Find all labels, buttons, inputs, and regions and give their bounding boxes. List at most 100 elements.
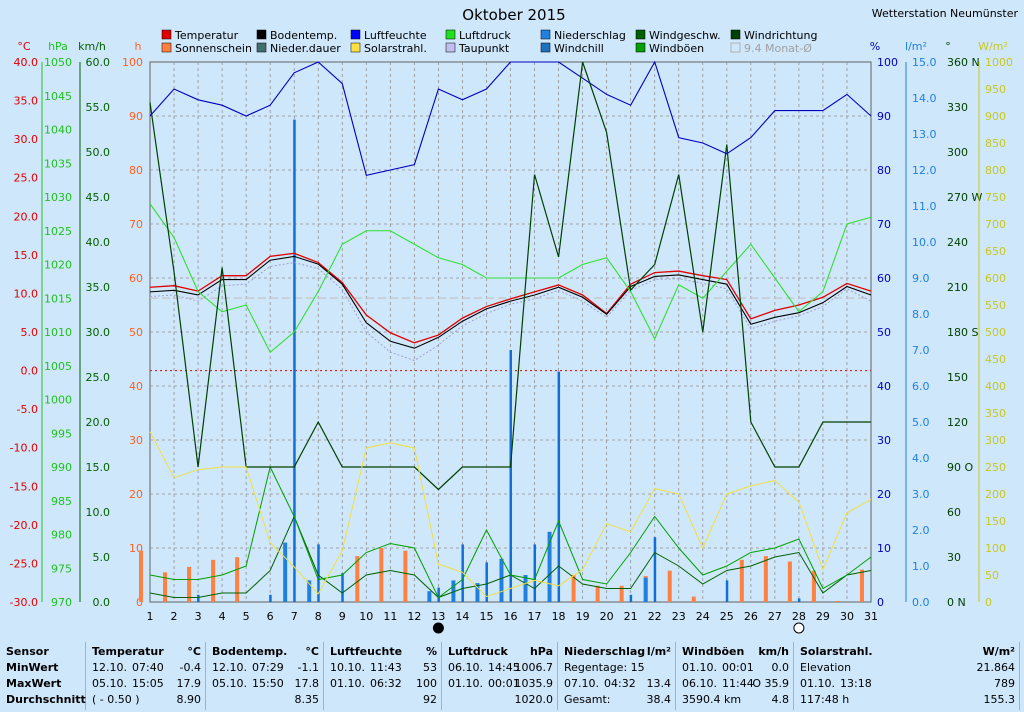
dir-tick-label: 180 S [947, 326, 978, 339]
solar-tick-label: 200 [985, 488, 1006, 501]
stats-cell-label: 06.10. [682, 677, 717, 690]
stats-cell-value: 155.3 [983, 693, 1016, 706]
wind-tick-label: 35.0 [86, 281, 111, 294]
legend-label: Temperatur [174, 29, 239, 42]
x-tick-label: 19 [576, 610, 590, 623]
legend-swatch [730, 42, 741, 53]
sunshine-bar [811, 570, 816, 602]
dir-tick-label: 90 O [947, 461, 973, 474]
stats-header: Niederschlag l/m² [564, 644, 671, 660]
dir-tick-label: 300 [947, 146, 968, 159]
solar-tick-label: 300 [985, 434, 1006, 447]
x-tick-label: 2 [171, 610, 178, 623]
temp-tick-label: 20.0 [14, 210, 39, 223]
x-tick-label: 26 [744, 610, 758, 623]
stats-cell-label: 117:48 h [800, 693, 850, 706]
x-tick-label: 6 [267, 610, 274, 623]
dir-tick-label: 150 [947, 371, 968, 384]
x-axis: 1 2 3 4 5 6 7 8 9 10 11 12 13 14 15 16 17 18 19 20 21 22 23 24 2… [147, 610, 878, 634]
stats-cell-label: 06.10. [448, 661, 483, 674]
sun-axis-unit: h [135, 40, 142, 53]
press-tick-label: 985 [51, 495, 72, 508]
x-tick-label: 1 [147, 610, 154, 623]
wind-tick-label: 30.0 [86, 326, 111, 339]
stats-cell-value: km/h [758, 645, 789, 658]
statistics-panel: Sensor MinWert MaxWert Durchschnitt Temperat… [0, 640, 1024, 712]
solar-axis-unit: W/m² [978, 40, 1008, 53]
stats-cell-value: 92 [423, 693, 437, 706]
stats-cell-label: Solarstrahl. [800, 645, 873, 658]
dir-tick-label: 60 [947, 506, 961, 519]
stats-block: Solarstrahl. W/m² Elevation 21.864 01.10. 13:… [796, 642, 1020, 710]
hum-tick-label: 30 [877, 434, 891, 447]
solar-tick-label: 50 [985, 569, 999, 582]
stats-cell-value: 13.4 [646, 677, 672, 690]
legend-swatch [161, 42, 172, 53]
legend-swatch [635, 29, 646, 40]
sun-tick-label: 50 [129, 326, 143, 339]
precipitation-bar [557, 371, 561, 602]
x-tick-label: 20 [600, 610, 614, 623]
rain-duration-bar [523, 575, 528, 602]
legend-label: Nieder.dauer [270, 42, 341, 55]
stats-cell-time: 07:40 [132, 661, 164, 674]
stats-cell-value: 4.8 [771, 693, 790, 706]
stats-cell-label: Bodentemp. [212, 645, 288, 658]
legend-label: Bodentemp. [270, 29, 337, 42]
stats-cell-time: 11:43 [370, 661, 402, 674]
press-tick-label: 1000 [44, 394, 72, 407]
stats-cell-label: 05.10. [212, 677, 247, 690]
stats-cell-label: Luftdruck [448, 645, 508, 658]
dir-tick-label: 210 [947, 281, 968, 294]
dir-tick-label: 330 [947, 101, 968, 114]
stats-row: 05.10. 15:50 17.8 [212, 676, 319, 692]
stats-row: Gesamt: 38.4 [564, 692, 671, 708]
sunshine-bar [739, 559, 744, 602]
bars [138, 119, 864, 602]
legend-label: Luftfeuchte [364, 29, 427, 42]
wind-tick-label: 15.0 [86, 461, 111, 474]
legend-label: Windrichtung [744, 29, 817, 42]
stats-row: Elevation 21.864 [800, 660, 1015, 676]
stats-cell-value: 17.8 [294, 677, 320, 690]
stats-block: Sensor MinWert MaxWert Durchschnitt [2, 642, 86, 710]
stats-cell-label: Niederschlag [564, 645, 646, 658]
wind-tick-label: 0.0 [93, 596, 111, 609]
x-tick-label: 13 [431, 610, 445, 623]
precipitation-bar [437, 587, 440, 602]
press-tick-label: 1005 [44, 360, 72, 373]
rain-duration-bar [307, 580, 312, 602]
stats-cell-value: 1006.7 [514, 661, 554, 674]
solar-tick-label: 550 [985, 299, 1006, 312]
x-tick-label: 8 [315, 610, 322, 623]
stats-cell-label: MaxWert [6, 677, 62, 690]
sunshine-bar [379, 548, 384, 602]
x-tick-label: 4 [219, 610, 226, 623]
wind-tick-label: 60.0 [86, 56, 111, 69]
legend-swatch [445, 42, 456, 53]
rain-tick-label: 13.0 [912, 128, 937, 141]
press-tick-label: 995 [51, 427, 72, 440]
x-tick-label: 15 [479, 610, 493, 623]
stats-cell-value: 1020.0 [514, 693, 554, 706]
solar-tick-label: 100 [985, 542, 1006, 555]
stats-row: 01.10. 00:01 1035.9 [448, 676, 553, 692]
temp-tick-label: -10.0 [10, 442, 38, 455]
stats-cell-value: 17.9 [176, 677, 202, 690]
new-moon-icon [432, 622, 444, 634]
stats-cell-value: 1035.9 [514, 677, 554, 690]
stats-cell-value: hPa [529, 645, 553, 658]
rain-tick-label: 3.0 [912, 488, 930, 501]
x-tick-label: 30 [840, 610, 854, 623]
rain-tick-label: 1.0 [912, 560, 930, 573]
rain-duration-bar [643, 577, 648, 602]
stats-cell-value: 38.4 [646, 693, 672, 706]
stats-cell-value: W/m² [982, 645, 1015, 658]
hum-tick-label: 0 [877, 596, 884, 609]
station-name: Wetterstation Neumünster [872, 7, 1019, 20]
temp-tick-label: -20.0 [10, 519, 38, 532]
precipitation-bar [197, 594, 200, 602]
x-tick-label: 16 [504, 610, 518, 623]
solar-tick-label: 400 [985, 380, 1006, 393]
rain-tick-label: 5.0 [912, 416, 930, 429]
